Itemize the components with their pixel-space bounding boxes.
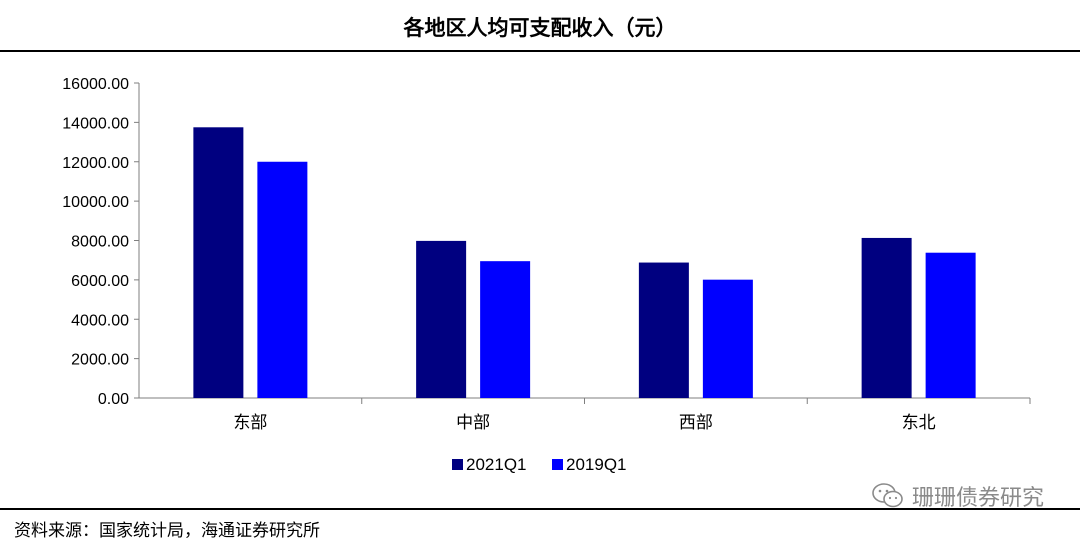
y-tick-label: 2000.00 xyxy=(71,352,129,369)
y-tick-label: 6000.00 xyxy=(71,273,129,290)
y-tick-label: 16000.00 xyxy=(62,76,129,93)
bar-2021Q1-西部 xyxy=(638,262,689,398)
x-tick-label: 西部 xyxy=(679,413,713,433)
legend-label-2019Q1: 2019Q1 xyxy=(566,455,627,474)
x-tick-label: 东北 xyxy=(902,413,936,433)
y-tick-label: 4000.00 xyxy=(71,312,129,329)
bar-2019Q1-东部 xyxy=(257,161,308,398)
title-divider xyxy=(0,50,1080,52)
y-tick-label: 0.00 xyxy=(98,391,129,408)
legend-swatch-2019Q1 xyxy=(552,459,563,470)
bar-2021Q1-中部 xyxy=(416,240,467,398)
legend-swatch-2021Q1 xyxy=(452,459,463,470)
y-tick-label: 10000.00 xyxy=(62,194,129,211)
bar-2019Q1-中部 xyxy=(480,261,531,398)
legend-label-2021Q1: 2021Q1 xyxy=(466,455,527,474)
bar-2019Q1-东北 xyxy=(925,252,976,398)
bar-2021Q1-东北 xyxy=(861,237,912,398)
bar-chart: 0.00 2000.00 4000.00 6000.00 8000.00 10000.00… xyxy=(62,76,1031,474)
y-tick-label: 8000.00 xyxy=(71,234,129,251)
footer-divider xyxy=(0,508,1080,510)
watermark-label: 珊珊债券研究 xyxy=(911,486,1044,511)
x-tick-label: 中部 xyxy=(456,413,490,433)
source-note: 资料来源：国家统计局，海通证券研究所 xyxy=(14,521,320,541)
bar-2019Q1-西部 xyxy=(702,279,753,398)
chart-title: 各地区人均可支配收入（元） xyxy=(403,15,677,40)
wechat-icon xyxy=(872,483,903,508)
bar-2021Q1-东部 xyxy=(193,127,244,398)
y-tick-label: 14000.00 xyxy=(62,115,129,132)
watermark: 珊珊债券研究 xyxy=(872,480,1044,512)
y-tick-label: 12000.00 xyxy=(62,155,129,172)
x-tick-label: 东部 xyxy=(233,413,267,433)
